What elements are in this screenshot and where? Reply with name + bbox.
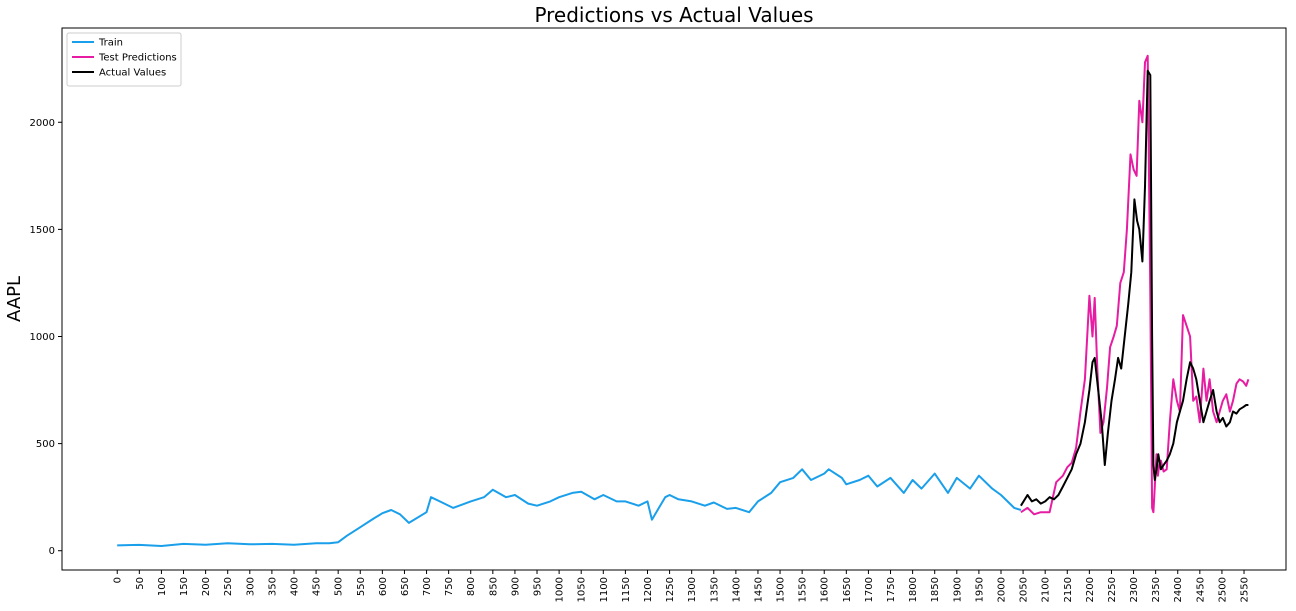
x-tick-label: 2450 <box>1195 577 1206 602</box>
x-tick-label: 800 <box>466 577 477 596</box>
x-tick-label: 950 <box>533 577 544 596</box>
x-tick-label: 1300 <box>687 577 698 602</box>
plot-frame <box>61 27 1287 571</box>
y-tick-label: 2000 <box>30 118 55 129</box>
x-tick-label: 1050 <box>577 577 588 602</box>
x-tick-label: 1000 <box>555 577 566 602</box>
y-tick-label: 1500 <box>30 225 55 236</box>
x-tick-label: 1200 <box>643 577 654 602</box>
x-tick-label: 1400 <box>731 577 742 602</box>
x-tick-label: 1650 <box>842 577 853 602</box>
x-tick-label: 1800 <box>908 577 919 602</box>
x-tick-label: 150 <box>179 577 190 596</box>
x-tick-label: 2000 <box>996 577 1007 602</box>
x-tick-label: 1950 <box>974 577 985 602</box>
y-tick-label: 0 <box>49 546 55 557</box>
x-tick-label: 600 <box>378 577 389 596</box>
x-tick-label: 2500 <box>1217 577 1228 602</box>
chart-title: Predictions vs Actual Values <box>534 3 813 27</box>
x-tick-label: 400 <box>289 577 300 596</box>
x-tick-label: 900 <box>510 577 521 596</box>
legend: Train Test Predictions Actual Values <box>66 32 182 87</box>
x-tick-label: 350 <box>267 577 278 596</box>
legend-label: Test Predictions <box>98 53 177 64</box>
x-tick-label: 1700 <box>864 577 875 602</box>
x-tick-label: 2150 <box>1063 577 1074 602</box>
x-tick-label: 2350 <box>1151 577 1162 602</box>
x-tick-label: 250 <box>223 577 234 596</box>
y-tick-label: 500 <box>36 439 55 450</box>
x-tick-label: 700 <box>422 577 433 596</box>
x-tick-label: 1900 <box>952 577 963 602</box>
x-tick-label: 550 <box>356 577 367 596</box>
x-tick-label: 1500 <box>776 577 787 602</box>
x-tick-label: 2100 <box>1041 577 1052 602</box>
y-axis-label: AAPL <box>4 276 25 322</box>
x-tick-label: 2300 <box>1129 577 1140 602</box>
x-tick-label: 1850 <box>930 577 941 602</box>
series-line-2 <box>1020 69 1249 507</box>
plot-lines <box>117 54 1250 547</box>
legend-label: Actual Values <box>99 68 166 79</box>
x-tick-label: 2050 <box>1019 577 1030 602</box>
x-tick-label: 1450 <box>753 577 764 602</box>
x-tick-label: 2200 <box>1085 577 1096 602</box>
x-tick-label: 50 <box>135 577 146 590</box>
x-tick-label: 1100 <box>599 577 610 602</box>
x-tick-label: 1350 <box>709 577 720 602</box>
x-tick-label: 2550 <box>1240 577 1251 602</box>
x-tick-label: 100 <box>157 577 168 596</box>
x-tick-label: 450 <box>312 577 323 596</box>
x-tick-label: 500 <box>334 577 345 596</box>
x-tick-label: 2250 <box>1107 577 1118 602</box>
legend-label: Train <box>98 38 123 49</box>
x-tick-label: 750 <box>444 577 455 596</box>
y-axis: 0 500 1000 1500 2000 <box>30 118 62 557</box>
x-tick-label: 0 <box>113 577 124 583</box>
series-line-1 <box>1020 54 1250 516</box>
x-tick-label: 1600 <box>820 577 831 602</box>
y-tick-label: 1000 <box>30 332 55 343</box>
x-axis: 0 50 100 150 200 250 300 350 400 450 500 550 600 650 7… <box>113 570 1251 602</box>
x-tick-label: 2400 <box>1173 577 1184 602</box>
x-tick-label: 1550 <box>798 577 809 602</box>
legend-box <box>66 32 182 87</box>
x-tick-label: 1250 <box>665 577 676 602</box>
x-tick-label: 650 <box>400 577 411 596</box>
series-line-0 <box>117 468 1022 547</box>
x-tick-label: 200 <box>201 577 212 596</box>
x-tick-label: 1150 <box>621 577 632 602</box>
x-tick-label: 850 <box>488 577 499 596</box>
x-tick-label: 1750 <box>886 577 897 602</box>
x-tick-label: 300 <box>245 577 256 596</box>
